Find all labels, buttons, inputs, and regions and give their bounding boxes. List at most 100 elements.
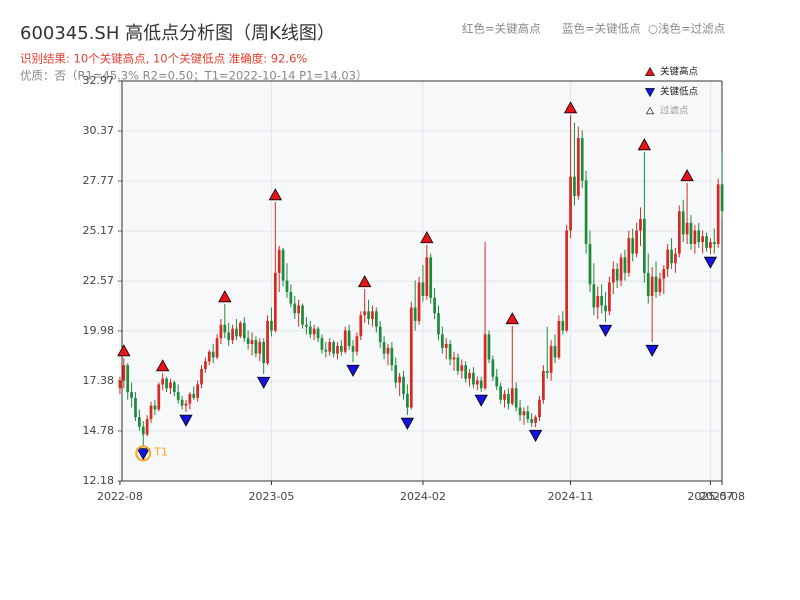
candle-body [588, 243, 592, 285]
candle-body [646, 272, 650, 296]
candle-body [169, 382, 172, 389]
candle-body [592, 284, 596, 308]
candle-body [503, 394, 506, 400]
y-tick-label: 30.37 [83, 124, 115, 137]
candle-body [320, 338, 324, 350]
candle-body [254, 340, 258, 354]
candle-body [126, 365, 130, 393]
y-tick-label: 17.38 [83, 374, 115, 387]
legend-note: 红色=关键高点 [462, 22, 541, 36]
candle-body [662, 268, 666, 279]
candle-body [188, 394, 192, 404]
candle-body [475, 380, 479, 385]
key-high-marker [155, 359, 170, 372]
candle-body [382, 342, 386, 354]
candle-body [149, 405, 153, 420]
key-low-marker [645, 344, 659, 357]
candle-body [464, 365, 468, 379]
quality-note: 优质：否（R1=45.3% R2=0.50；T1=2022-10-14 P1=1… [20, 69, 367, 83]
candle-body [437, 313, 440, 335]
candle-body [413, 307, 417, 321]
candle-body [242, 322, 246, 339]
t1-label: T1 [153, 445, 168, 458]
candle-body [227, 332, 231, 341]
candle-body [530, 419, 534, 423]
legend-label: 关键低点 [660, 86, 699, 98]
key-low-marker [136, 448, 150, 461]
candle-body [545, 370, 549, 373]
candle-body [693, 230, 697, 244]
candle-body [670, 249, 673, 264]
candle-body [709, 242, 712, 248]
candle-body [658, 278, 662, 293]
candle-body [378, 326, 382, 343]
candle-body [324, 349, 328, 352]
candle-body [351, 345, 355, 352]
candle-body [196, 384, 199, 398]
candle-body [316, 328, 320, 339]
candle-body [371, 311, 374, 319]
candle-body [611, 268, 615, 283]
candle-body [681, 211, 685, 235]
key-high-marker [357, 275, 372, 288]
candle-body [573, 176, 576, 196]
candle-body [549, 345, 553, 373]
candle-body [301, 305, 304, 325]
x-tick-label: 2024-02 [400, 490, 446, 503]
candle-body [596, 295, 600, 308]
key-high-marker [637, 138, 652, 151]
candle-body [468, 372, 471, 379]
candle-body [429, 257, 433, 298]
candle-body [654, 276, 658, 293]
candle-body [425, 257, 429, 296]
candle-body [643, 218, 646, 273]
candle-body [340, 345, 343, 352]
candle-body [273, 272, 277, 331]
key-low-marker [256, 376, 271, 389]
candle-body [312, 328, 316, 335]
candle-body [441, 334, 444, 348]
candle-body [507, 394, 510, 404]
key-high-marker [420, 231, 434, 244]
legend-swatch [644, 88, 656, 98]
x-tick-label: 2025-08 [699, 490, 745, 503]
candle-body [235, 328, 238, 337]
candle-body [336, 345, 339, 354]
candle-body [394, 365, 398, 383]
candle-body [712, 242, 716, 244]
candle-body [176, 392, 180, 400]
candle-body [386, 347, 390, 354]
candle-body [483, 334, 487, 389]
candle-body [561, 320, 565, 331]
candle-body [347, 330, 351, 346]
candle-body [293, 303, 297, 314]
candle-body [674, 253, 677, 264]
candle-body [510, 388, 514, 404]
candle-body [627, 238, 631, 273]
candle-body [565, 230, 569, 331]
candle-body [518, 407, 522, 416]
candle-body [246, 338, 250, 345]
y-tick-label: 32.97 [83, 74, 115, 87]
candle-body [211, 351, 215, 358]
t1-marker [135, 445, 152, 462]
candle-body [522, 411, 526, 416]
candle-body [359, 315, 363, 337]
candle-body [472, 372, 475, 385]
key-low-marker [598, 324, 613, 337]
candle-body [456, 357, 460, 371]
key-high-marker [218, 290, 232, 303]
candle-body [421, 282, 425, 296]
candle-body [448, 344, 452, 360]
chart-title: 600345.SH 高低点分析图（周K线图） [20, 23, 335, 44]
candle-body [460, 365, 464, 371]
candle-body [184, 403, 188, 406]
candle-body [122, 365, 126, 381]
key-low-marker [528, 429, 543, 442]
key-high-marker [117, 344, 131, 357]
candle-body [277, 249, 281, 273]
candle-body [417, 282, 421, 321]
candle-body [355, 336, 359, 352]
x-tick-label: 2025-07 [687, 490, 733, 503]
